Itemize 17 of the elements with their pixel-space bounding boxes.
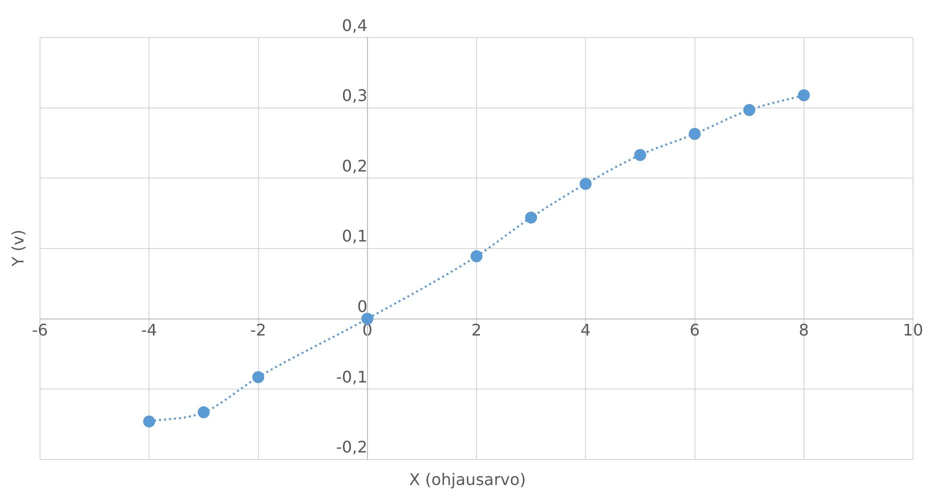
y-axis-title: Y (v) (8, 230, 28, 266)
y-tick-label: -0,2 (336, 438, 368, 457)
x-tick-label: 6 (690, 320, 700, 340)
x-tick-label: 10 (902, 320, 924, 340)
y-tick-label: 0,2 (342, 156, 368, 176)
y-tick-label: -0,1 (336, 367, 368, 386)
x-tick-label: -4 (141, 320, 158, 340)
y-tick-label: 0,3 (342, 86, 368, 106)
y-tick-label: 0,4 (342, 16, 368, 35)
x-tick-label: 2 (471, 320, 482, 340)
x-tick-label: -6 (32, 320, 48, 340)
y-tick-label: 0,1 (342, 226, 368, 246)
x-tick-label: 8 (798, 320, 809, 340)
x-tick-label: 4 (580, 320, 591, 340)
x-tick-label: -2 (250, 320, 266, 340)
x-axis-title: X (ohjausarvo) (408, 470, 527, 489)
y-tick-label: 0 (357, 296, 368, 316)
